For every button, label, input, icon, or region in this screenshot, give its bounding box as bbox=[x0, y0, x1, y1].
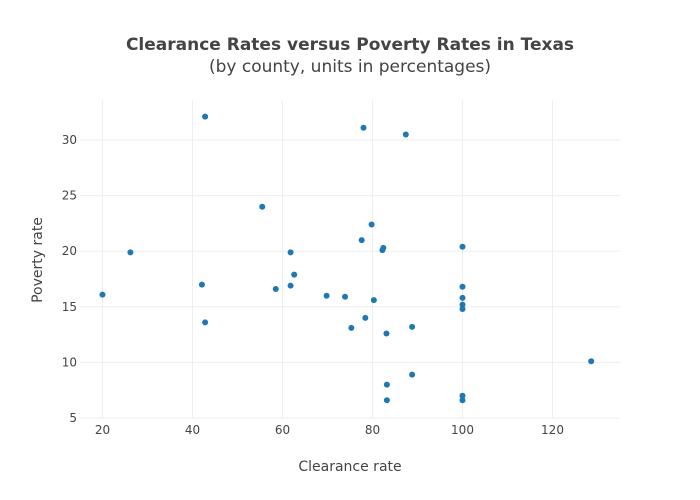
data-point[interactable] bbox=[362, 314, 369, 321]
x-tick-label: 120 bbox=[541, 423, 564, 437]
data-point[interactable] bbox=[588, 358, 595, 365]
data-point[interactable] bbox=[459, 306, 466, 313]
data-point[interactable] bbox=[342, 293, 349, 300]
data-point[interactable] bbox=[459, 243, 466, 250]
y-tick-label: 15 bbox=[62, 300, 77, 314]
x-tick-label: 100 bbox=[451, 423, 474, 437]
x-tick-label: 80 bbox=[365, 423, 380, 437]
data-point[interactable] bbox=[198, 281, 205, 288]
data-point[interactable] bbox=[259, 203, 266, 210]
data-points bbox=[99, 113, 595, 404]
x-axis-ticks: 20 40 60 80 100 120 bbox=[95, 423, 564, 437]
x-tick-label: 20 bbox=[95, 423, 110, 437]
data-point[interactable] bbox=[409, 323, 416, 330]
y-axis-label: Poverty rate bbox=[30, 217, 46, 303]
data-point[interactable] bbox=[287, 249, 294, 256]
data-point[interactable] bbox=[127, 249, 134, 256]
data-point[interactable] bbox=[202, 319, 209, 326]
chart-title: Clearance Rates versus Poverty Rates in … bbox=[126, 35, 574, 55]
y-tick-label: 25 bbox=[62, 189, 77, 203]
data-point[interactable] bbox=[459, 283, 466, 290]
x-tick-label: 40 bbox=[185, 423, 200, 437]
data-point[interactable] bbox=[380, 244, 387, 251]
data-point[interactable] bbox=[383, 381, 390, 388]
x-tick-label: 60 bbox=[275, 423, 290, 437]
data-point[interactable] bbox=[459, 301, 466, 308]
data-point[interactable] bbox=[409, 371, 416, 378]
data-point[interactable] bbox=[459, 397, 466, 404]
data-point[interactable] bbox=[272, 286, 279, 293]
data-point[interactable] bbox=[459, 392, 466, 399]
x-gridlines bbox=[102, 100, 553, 418]
y-tick-label: 10 bbox=[62, 355, 77, 369]
chart-subtitle: (by county, units in percentages) bbox=[209, 57, 491, 77]
data-point[interactable] bbox=[383, 330, 390, 337]
data-point[interactable] bbox=[291, 271, 298, 278]
data-point[interactable] bbox=[202, 113, 209, 120]
data-point[interactable] bbox=[360, 124, 367, 131]
data-point[interactable] bbox=[99, 291, 106, 298]
data-point[interactable] bbox=[323, 292, 330, 299]
data-point[interactable] bbox=[358, 237, 365, 244]
y-tick-label: 5 bbox=[69, 411, 77, 425]
data-point[interactable] bbox=[368, 221, 375, 228]
data-point[interactable] bbox=[348, 324, 355, 331]
data-point[interactable] bbox=[459, 294, 466, 301]
y-tick-label: 20 bbox=[62, 244, 77, 258]
y-gridlines bbox=[80, 139, 620, 419]
y-tick-label: 30 bbox=[62, 133, 77, 147]
x-axis-label: Clearance rate bbox=[298, 459, 401, 475]
data-point[interactable] bbox=[383, 397, 390, 404]
y-axis-ticks: 5 10 15 20 25 30 bbox=[62, 133, 77, 425]
data-point[interactable] bbox=[370, 297, 377, 304]
data-point[interactable] bbox=[287, 282, 294, 289]
data-point[interactable] bbox=[402, 131, 409, 138]
